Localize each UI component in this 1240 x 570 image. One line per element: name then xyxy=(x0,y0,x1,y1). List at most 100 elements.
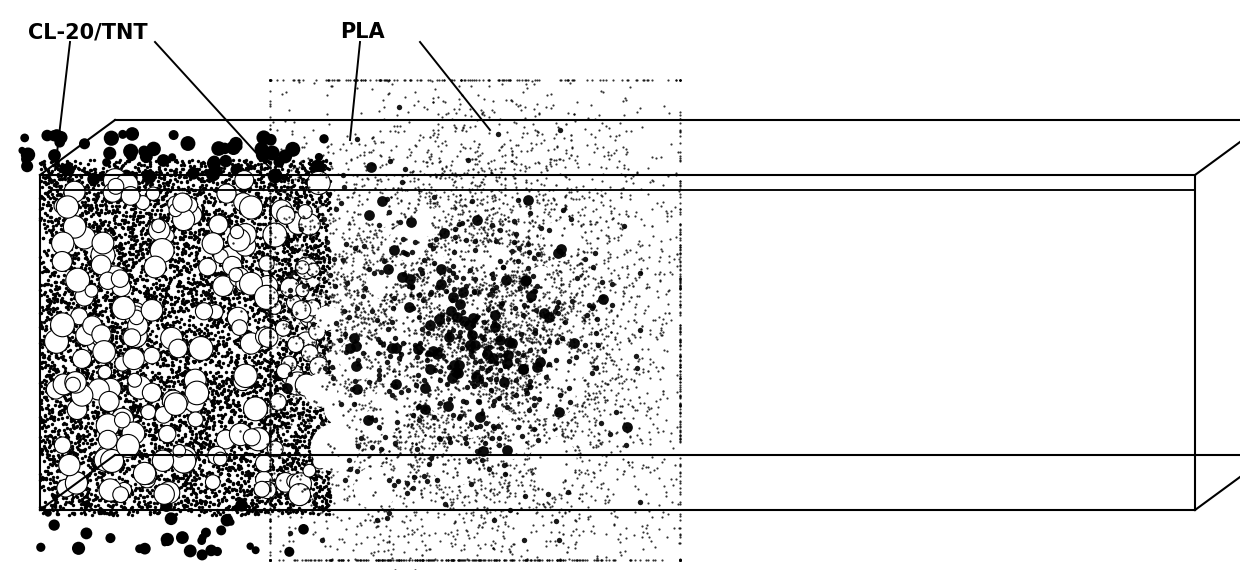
Point xyxy=(259,306,279,315)
Point xyxy=(123,413,143,422)
Point xyxy=(48,165,68,174)
Point xyxy=(38,294,58,303)
Point xyxy=(290,484,310,494)
Point xyxy=(33,418,53,427)
Point xyxy=(346,388,366,397)
Point xyxy=(123,211,143,221)
Point xyxy=(95,373,115,382)
Point xyxy=(157,196,177,205)
Point xyxy=(257,394,277,404)
Point xyxy=(496,181,516,190)
Point xyxy=(117,256,136,265)
Point xyxy=(260,310,280,319)
Point xyxy=(275,436,295,445)
Point xyxy=(427,190,446,200)
Point xyxy=(305,177,325,186)
Point xyxy=(64,222,84,231)
Point xyxy=(227,352,247,361)
Point xyxy=(515,442,534,451)
Point xyxy=(564,467,584,477)
Point xyxy=(469,555,489,564)
Point xyxy=(546,400,565,409)
Point xyxy=(309,275,329,284)
Point xyxy=(459,207,479,216)
Point xyxy=(58,406,78,416)
Point xyxy=(64,211,84,220)
Point xyxy=(166,368,186,377)
Point xyxy=(123,285,143,294)
Point xyxy=(208,157,228,166)
Point xyxy=(260,385,280,394)
Point xyxy=(288,367,308,376)
Point xyxy=(439,332,459,341)
Point xyxy=(102,295,122,304)
Point xyxy=(193,294,213,303)
Point xyxy=(218,303,238,312)
Point xyxy=(205,170,224,179)
Point xyxy=(533,324,553,333)
Point xyxy=(360,346,379,355)
Point xyxy=(601,508,621,518)
Point xyxy=(273,410,293,420)
Point xyxy=(503,289,523,298)
Point xyxy=(301,380,321,389)
Point xyxy=(200,279,219,288)
Point xyxy=(123,462,143,471)
Point xyxy=(76,503,95,512)
Point xyxy=(487,306,507,315)
Point xyxy=(410,413,430,422)
Point xyxy=(243,248,263,257)
Point xyxy=(403,401,423,410)
Point xyxy=(265,374,285,383)
Point xyxy=(260,100,280,109)
Point xyxy=(570,307,590,316)
Point xyxy=(293,245,312,254)
Point xyxy=(169,454,188,463)
Point xyxy=(471,485,491,494)
Point xyxy=(316,503,336,512)
Point xyxy=(257,458,277,467)
Point xyxy=(97,246,117,255)
Point xyxy=(439,530,459,539)
Point xyxy=(304,337,324,347)
Point xyxy=(438,331,458,340)
Point xyxy=(280,363,300,372)
Point xyxy=(32,170,52,179)
Point xyxy=(122,270,141,279)
Point xyxy=(565,417,585,426)
Point xyxy=(187,249,207,258)
Point xyxy=(311,216,331,225)
Point xyxy=(451,344,471,353)
Point xyxy=(77,369,97,378)
Point xyxy=(290,486,310,495)
Point xyxy=(52,322,72,331)
Point xyxy=(476,381,496,390)
Point xyxy=(273,291,293,300)
Point xyxy=(533,277,553,286)
Point xyxy=(470,181,490,190)
Point xyxy=(260,206,280,215)
Point xyxy=(129,167,149,176)
Point xyxy=(433,285,453,294)
Point xyxy=(88,193,108,202)
Point xyxy=(203,172,223,181)
Point xyxy=(670,245,689,254)
Point xyxy=(310,241,330,250)
Point xyxy=(409,135,429,144)
Point xyxy=(541,239,560,249)
Point xyxy=(69,339,89,348)
Point xyxy=(177,400,197,409)
Point xyxy=(205,392,224,401)
Point xyxy=(289,449,309,458)
Point xyxy=(396,372,415,381)
Point xyxy=(615,533,635,542)
Point xyxy=(453,478,472,487)
Point xyxy=(177,478,197,487)
Point xyxy=(60,451,79,460)
Point xyxy=(420,324,440,333)
Point xyxy=(534,250,554,259)
Point xyxy=(67,270,87,279)
Point xyxy=(360,255,379,264)
Point xyxy=(136,347,156,356)
Point xyxy=(327,289,347,298)
